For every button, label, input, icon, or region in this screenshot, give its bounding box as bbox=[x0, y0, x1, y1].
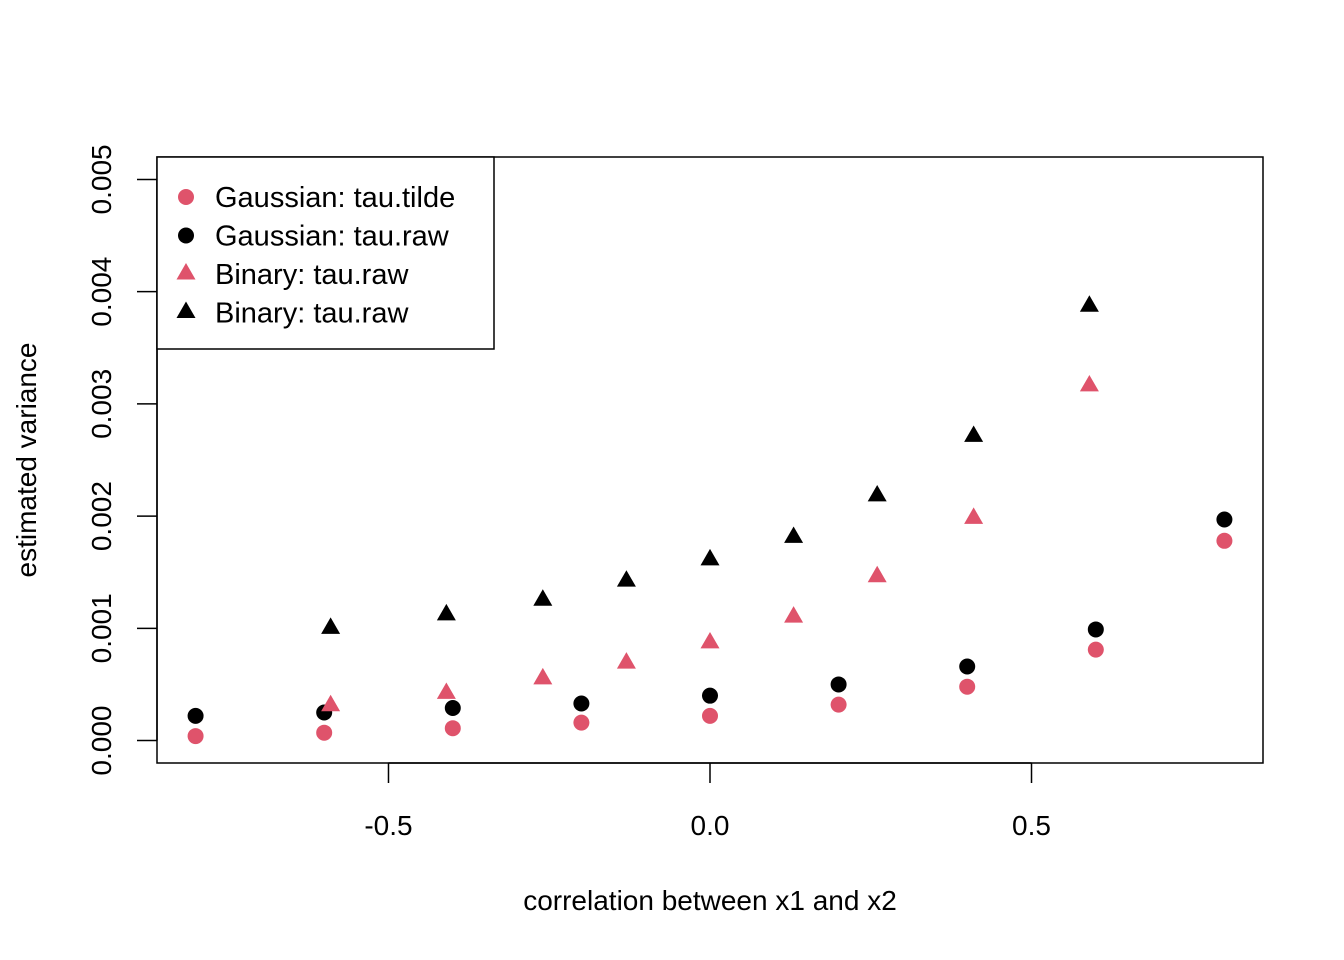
y-tick-label: 0.005 bbox=[86, 144, 117, 214]
x-tick-label: 0.0 bbox=[691, 810, 730, 841]
data-point bbox=[702, 707, 718, 724]
data-point bbox=[321, 617, 341, 634]
data-point bbox=[1087, 641, 1104, 658]
series-3 bbox=[321, 374, 1099, 712]
x-axis-label: correlation between x1 and x2 bbox=[523, 885, 897, 916]
legend-marker bbox=[176, 301, 196, 318]
y-tick-label: 0.004 bbox=[86, 257, 117, 327]
data-point bbox=[616, 570, 636, 587]
x-tick-label: 0.5 bbox=[1012, 810, 1051, 841]
y-tick-label: 0.002 bbox=[86, 481, 117, 551]
legend-item: Binary: tau.raw bbox=[176, 259, 409, 291]
data-point bbox=[784, 526, 804, 543]
x-axis: -0.5 0.0 0.5 bbox=[364, 762, 1051, 841]
series-1 bbox=[187, 532, 1233, 745]
data-point bbox=[830, 676, 847, 693]
data-point bbox=[444, 720, 461, 737]
data-point bbox=[616, 652, 636, 669]
data-point bbox=[1079, 295, 1099, 312]
legend-label: Binary: tau.raw bbox=[215, 298, 409, 330]
data-point bbox=[533, 589, 553, 606]
data-point bbox=[444, 700, 461, 717]
data-point bbox=[702, 687, 718, 704]
y-axis-label: estimated variance bbox=[11, 342, 42, 577]
y-tick-label: 0.000 bbox=[86, 706, 117, 776]
data-point bbox=[700, 548, 720, 566]
data-point bbox=[830, 696, 847, 713]
data-point bbox=[1079, 374, 1099, 392]
data-point bbox=[784, 606, 804, 623]
legend-marker bbox=[178, 227, 194, 244]
legend-marker bbox=[178, 189, 194, 205]
data-point bbox=[867, 484, 887, 502]
data-point bbox=[533, 667, 553, 685]
legend-label: Binary: tau.raw bbox=[215, 259, 409, 291]
data-point bbox=[1216, 511, 1233, 528]
data-point bbox=[700, 631, 720, 649]
data-point bbox=[964, 507, 984, 524]
data-point bbox=[1087, 621, 1104, 638]
series-4 bbox=[321, 295, 1099, 634]
data-point bbox=[573, 695, 590, 712]
data-point bbox=[964, 425, 984, 442]
legend-box bbox=[156, 156, 495, 350]
y-tick-label: 0.003 bbox=[86, 369, 117, 439]
legend-label: Gaussian: tau.tilde bbox=[215, 182, 455, 214]
data-point bbox=[1216, 532, 1233, 549]
legend-item: Gaussian: tau.tilde bbox=[178, 182, 455, 214]
data-points bbox=[187, 295, 1233, 745]
data-point bbox=[959, 658, 976, 675]
data-point bbox=[573, 714, 590, 731]
data-point bbox=[867, 565, 887, 583]
data-point bbox=[187, 728, 204, 745]
legend-item: Gaussian: tau.raw bbox=[178, 221, 450, 253]
y-tick-label: 0.001 bbox=[86, 593, 117, 663]
data-point bbox=[321, 694, 341, 712]
legend-marker bbox=[176, 263, 196, 280]
data-point bbox=[187, 707, 204, 724]
data-point bbox=[959, 678, 976, 695]
data-point bbox=[436, 603, 456, 621]
data-point bbox=[316, 724, 333, 741]
legend-item: Binary: tau.raw bbox=[176, 298, 409, 330]
x-tick-label: -0.5 bbox=[364, 810, 412, 841]
data-point bbox=[436, 682, 456, 699]
legend-label: Gaussian: tau.raw bbox=[215, 221, 450, 253]
legend: Gaussian: tau.tilde Gaussian: tau.raw Bina… bbox=[156, 156, 495, 350]
